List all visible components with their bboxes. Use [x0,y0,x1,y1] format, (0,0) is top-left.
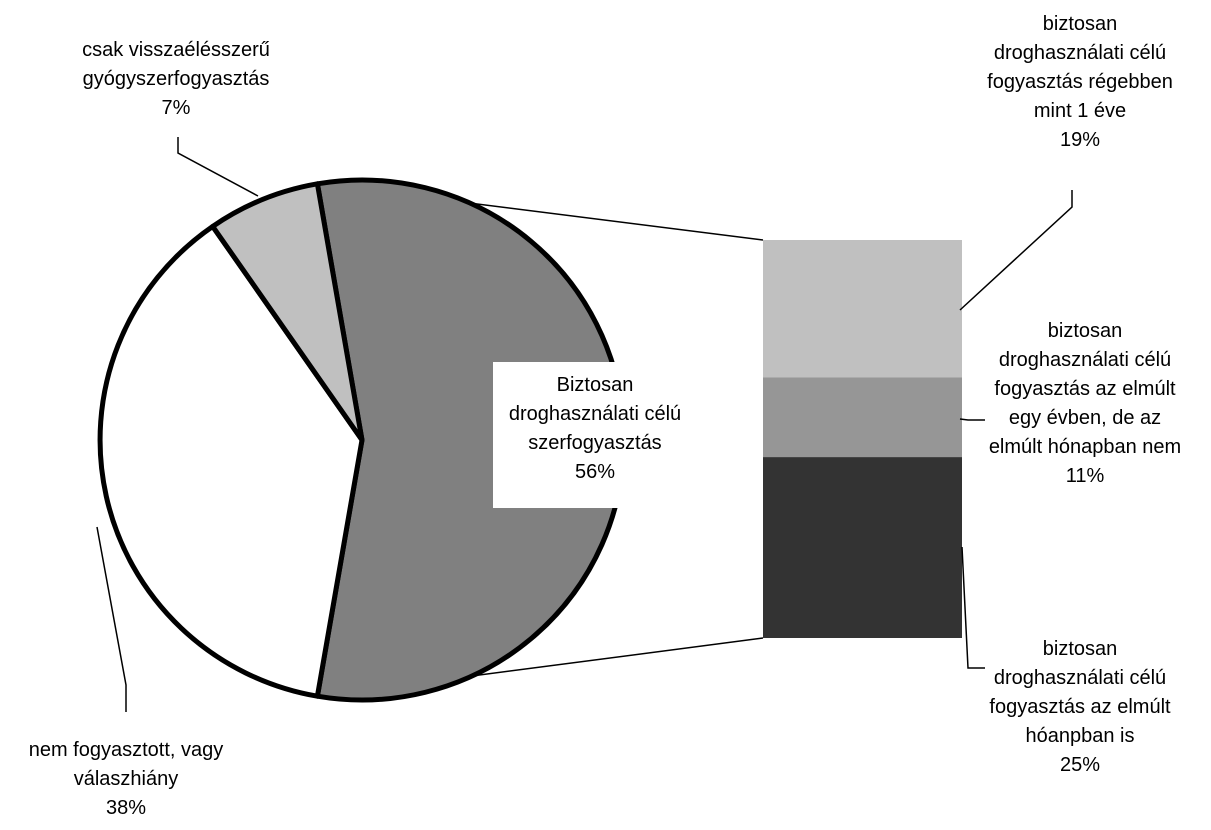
label-over-year: biztosan droghasználati célú fogyasztás ré… [987,13,1173,151]
pie-slice-no-use [97,223,365,699]
label-over-year-line: droghasználati célú [994,42,1166,64]
label-over-year-line: fogyasztás régebben [987,71,1173,93]
label-past-month-line: biztosan [1043,638,1118,660]
label-past-year-line: elmúlt hónapban nem [989,436,1181,458]
label-medicine-misuse-line: gyógyszerfogyasztás [83,68,270,90]
label-past-year-line: droghasználati célú [999,349,1171,371]
label-drug-use-background [493,362,696,508]
bar-segment-past-month [763,457,962,638]
leader-no-use [96,526,127,712]
label-medicine-misuse-value: 7% [162,97,191,119]
label-medicine-misuse-line: csak visszaélésszerű [82,39,270,61]
label-drug-use-value: 56% [575,461,615,483]
label-over-year-value: 19% [1060,129,1100,151]
leader-lines [96,137,1073,712]
label-past-month-line: hóanpban is [1026,725,1135,747]
label-past-year-value: 11% [1066,465,1105,487]
label-no-use-line: válaszhiány [74,768,179,790]
label-over-year-line: biztosan [1043,13,1118,35]
bar-stack [763,240,962,638]
label-medicine-misuse: csak visszaélésszerű gyógyszerfogyasztás 7… [82,39,270,119]
label-past-month-line: droghasználati célú [994,667,1166,689]
leader-over-year [959,190,1073,311]
label-drug-use-line: droghasználati célú [509,403,681,425]
label-past-month: biztosan droghasználati célú fogyasztás az… [989,638,1171,776]
label-no-use-line: nem fogyasztott, vagy [29,739,224,761]
label-past-month-line: fogyasztás az elmúlt [989,696,1171,718]
bar-segment-past-year [763,377,962,458]
label-no-use-value: 38% [106,797,146,819]
label-past-year-line: egy évben, de az [1009,407,1161,429]
label-drug-use-line: szerfogyasztás [528,432,661,454]
pie-slice-medicine-misuse [210,181,365,443]
leader-past-month [961,546,985,669]
pie [97,177,627,703]
leader-past-year [959,418,985,421]
label-past-month-value: 25% [1060,754,1100,776]
label-no-use: nem fogyasztott, vagy válaszhiány 38% [29,739,224,819]
label-past-year-line: fogyasztás az elmúlt [994,378,1176,400]
bar-segment-over-year [763,240,962,378]
label-over-year-line: mint 1 éve [1034,100,1126,122]
leader-medicine-misuse [177,137,259,197]
label-drug-use-line: Biztosan [557,374,634,396]
label-past-year: biztosan droghasználati célú fogyasztás az… [989,320,1181,487]
label-drug-use: Biztosan droghasználati célú szerfogyasztá… [493,362,696,508]
labels: Biztosan droghasználati célú szerfogyasztá… [29,13,1181,819]
label-past-year-line: biztosan [1048,320,1123,342]
